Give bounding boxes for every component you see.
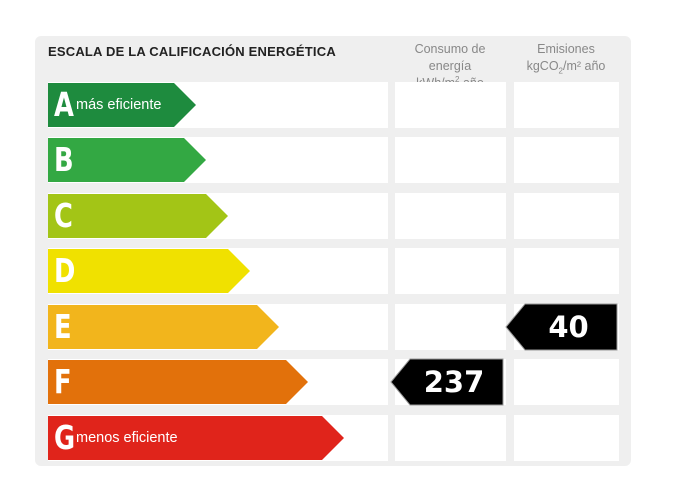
consumo-cell — [395, 82, 506, 128]
consumo-header-line1: Consumo de energía — [414, 42, 486, 73]
emisiones-cell — [514, 359, 619, 405]
emisiones-cell — [514, 137, 619, 183]
consumo-cell — [395, 415, 506, 461]
rating-letter: G — [54, 418, 76, 457]
emisiones-marker-shape — [505, 303, 618, 351]
emisiones-marker: 40 — [505, 303, 618, 351]
rating-label: más eficiente — [76, 97, 162, 113]
rating-arrow-d: D — [48, 249, 250, 293]
rating-letter: B — [54, 140, 74, 179]
rating-letter: A — [54, 85, 74, 124]
consumo-cell — [395, 137, 506, 183]
consumo-cell — [395, 304, 506, 350]
rating-label: menos eficiente — [76, 430, 178, 446]
emisiones-marker-arrow-shape — [505, 303, 618, 351]
rating-arrow-e: E — [48, 305, 279, 349]
rating-arrow-b: B — [48, 138, 206, 182]
rating-letter: D — [54, 251, 76, 290]
rating-letter: E — [54, 307, 72, 346]
emisiones-cell — [514, 193, 619, 239]
consumo-cell — [395, 193, 506, 239]
page-title: ESCALA DE LA CALIFICACIÓN ENERGÉTICA — [48, 44, 336, 59]
emisiones-marker-value: 40 — [548, 310, 589, 344]
emisiones-header-line2: kgCO2/m² año — [526, 59, 606, 76]
rating-letter: C — [54, 196, 73, 235]
emisiones-cell — [514, 248, 619, 294]
rating-letter: F — [54, 362, 72, 401]
rating-arrow-f: F — [48, 360, 308, 404]
consumo-marker-value: 237 — [423, 365, 485, 399]
rating-arrow-c: C — [48, 194, 228, 238]
emisiones-cell — [514, 82, 619, 128]
emisiones-cell — [514, 415, 619, 461]
consumo-marker-arrow-shape — [390, 358, 504, 406]
emisiones-header-line1: Emisiones — [537, 42, 595, 56]
consumo-cell — [395, 248, 506, 294]
consumo-marker-shape — [390, 358, 504, 406]
emisiones-column-header: Emisiones kgCO2/m² año — [512, 41, 620, 75]
consumo-marker: 237 — [390, 358, 504, 406]
